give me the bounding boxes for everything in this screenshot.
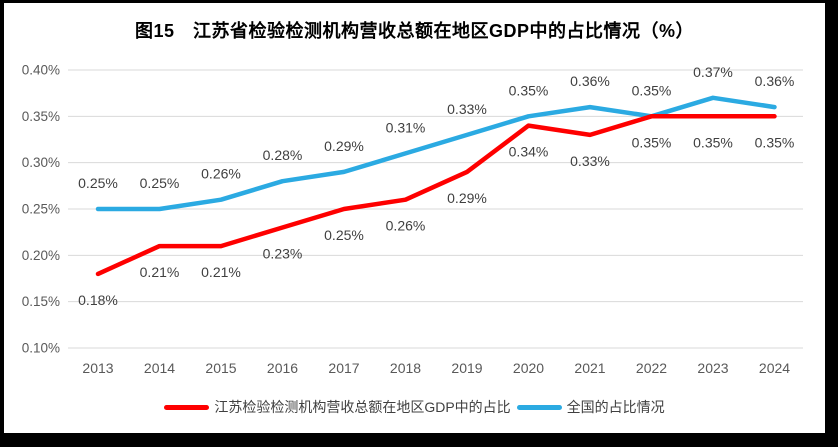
legend-label-jiangsu: 江苏检验检测机构营收总额在地区GDP中的占比	[214, 399, 511, 415]
series-line-jiangsu	[95, 114, 777, 277]
chart-canvas: 图15 江苏省检验检测机构营收总额在地区GDP中的占比情况（%） 0.40% 0.…	[4, 3, 825, 433]
data-label-national: 0.25%	[78, 175, 118, 191]
x-tick-label: 2023	[697, 360, 728, 376]
x-tick-label: 2024	[759, 360, 790, 376]
x-tick-label: 2015	[205, 360, 236, 376]
line-chart-plot-area: 0.40% 0.35% 0.30% 0.25% 0.20% 0.15% 0.10% 2013 2…	[22, 63, 803, 376]
y-tick-label: 0.30%	[22, 155, 60, 170]
legend-line-swatch-national	[516, 404, 562, 410]
data-label-national: 0.29%	[324, 138, 364, 154]
x-tick-label: 2016	[267, 360, 298, 376]
data-label-national: 0.37%	[693, 64, 733, 80]
x-tick-label: 2014	[144, 360, 175, 376]
data-label-national: 0.36%	[570, 73, 610, 89]
data-label-national: 0.35%	[509, 82, 549, 98]
data-label-jiangsu: 0.33%	[570, 153, 610, 169]
data-label-national: 0.26%	[201, 166, 241, 182]
data-label-jiangsu: 0.26%	[386, 218, 426, 234]
y-tick-label: 0.20%	[22, 248, 60, 263]
legend-item-national: 全国的占比情况	[516, 397, 665, 417]
x-tick-label: 2021	[574, 360, 605, 376]
data-label-jiangsu: 0.21%	[201, 264, 241, 280]
x-tick-label: 2017	[328, 360, 359, 376]
y-tick-label: 0.35%	[22, 109, 60, 124]
data-label-national: 0.36%	[755, 73, 795, 89]
data-label-national: 0.28%	[263, 147, 303, 163]
y-tick-label: 0.40%	[22, 63, 60, 78]
x-tick-label: 2013	[82, 360, 113, 376]
chart-title: 图15 江苏省检验检测机构营收总额在地区GDP中的占比情况（%）	[134, 21, 695, 41]
data-label-jiangsu: 0.23%	[263, 246, 303, 262]
data-label-jiangsu: 0.21%	[140, 264, 180, 280]
x-tick-label: 2019	[451, 360, 482, 376]
y-tick-label: 0.15%	[22, 294, 60, 309]
data-label-national: 0.31%	[386, 119, 426, 135]
series-line-national	[95, 95, 777, 212]
data-label-national: 0.35%	[632, 82, 672, 98]
y-tick-label: 0.25%	[22, 202, 60, 217]
data-label-jiangsu: 0.18%	[78, 292, 118, 308]
y-tick-label: 0.10%	[22, 341, 60, 356]
x-tick-label: 2018	[390, 360, 421, 376]
data-label-jiangsu: 0.35%	[693, 134, 733, 150]
data-label-jiangsu: 0.25%	[324, 227, 364, 243]
x-tick-label: 2022	[636, 360, 667, 376]
x-tick-label: 2020	[513, 360, 544, 376]
legend-item-jiangsu: 江苏检验检测机构营收总额在地区GDP中的占比	[164, 397, 511, 417]
data-label-national: 0.25%	[140, 175, 180, 191]
data-label-jiangsu: 0.35%	[755, 134, 795, 150]
data-label-national: 0.33%	[447, 101, 487, 117]
legend-line-swatch-jiangsu	[164, 404, 210, 410]
data-label-jiangsu: 0.29%	[447, 190, 487, 206]
data-label-jiangsu: 0.35%	[632, 134, 672, 150]
legend-label-national: 全国的占比情况	[566, 399, 665, 415]
chart-legend: 江苏检验检测机构营收总额在地区GDP中的占比 全国的占比情况	[4, 397, 825, 417]
data-label-jiangsu: 0.34%	[509, 144, 549, 160]
